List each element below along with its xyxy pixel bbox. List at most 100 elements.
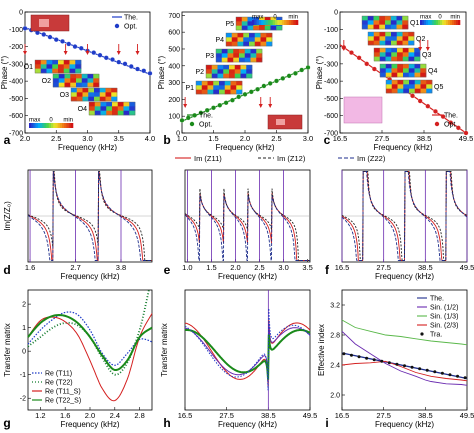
x-tick-label: 16.5: [178, 411, 193, 420]
inset-cell: [52, 68, 59, 74]
inset-cell: [368, 40, 375, 46]
colorbar-step: [62, 123, 65, 128]
inset-cell: [260, 33, 267, 38]
x-tick-label: 16.5: [335, 263, 350, 272]
colorbar-step: [31, 123, 34, 128]
mode-label: Q4: [428, 68, 437, 75]
inset-cell: [386, 80, 393, 85]
optimized-point: [147, 70, 153, 76]
inset-cell: [76, 78, 83, 83]
y-axis-label: Phase (°): [157, 55, 166, 89]
colorbar-step: [279, 20, 283, 25]
inset-cell: [112, 110, 119, 116]
colorbar-step: [288, 20, 292, 25]
inset-cell: [87, 74, 94, 79]
inset-border: [70, 87, 118, 102]
optimized-point: [72, 44, 78, 50]
inset-cell: [256, 57, 263, 63]
inset-cell: [226, 37, 233, 42]
inset-cell: [391, 84, 398, 89]
resonance-arrowhead: [23, 51, 27, 55]
resonance-arrowhead: [341, 47, 346, 51]
inset-cell: [253, 25, 260, 31]
optimized-point: [261, 83, 267, 89]
y-tick-label: 2: [22, 302, 26, 309]
inset-cell: [94, 102, 101, 107]
inset-cell: [111, 96, 118, 102]
colorbar-step: [68, 123, 72, 128]
optimized-point: [110, 57, 115, 62]
inset-cell: [229, 73, 236, 79]
inset-cell: [250, 49, 257, 54]
inset-cell: [123, 102, 130, 107]
inset-cell: [213, 85, 220, 90]
inset-cell: [236, 89, 243, 95]
colorbar-step: [275, 20, 278, 25]
y-axis-label: Phase (°): [0, 55, 9, 89]
y-tick-label: 0: [176, 131, 180, 138]
colorbar-step: [448, 20, 451, 25]
inset-cell: [93, 74, 100, 79]
legend-entry: The.: [430, 296, 444, 303]
legend-point-swatch: [114, 23, 120, 29]
inset-border: [205, 64, 253, 79]
colorbar-step: [424, 20, 427, 25]
inset-cell: [390, 24, 397, 30]
colorbar-step: [42, 123, 45, 128]
inset-cell: [379, 24, 386, 30]
transfer-index-point: [456, 374, 460, 378]
y-tick-label: 0: [22, 349, 26, 356]
colorbar-step: [57, 123, 61, 128]
mode-label: P3: [205, 53, 214, 60]
optimized-point: [236, 94, 242, 100]
pressure-field-inset: [225, 32, 273, 47]
x-axis-label: Frequency (kHz): [373, 143, 432, 152]
inset-cell: [414, 48, 421, 53]
inset-cell: [64, 78, 71, 83]
inset-cell: [402, 36, 409, 41]
x-tick-label: 3.0: [278, 263, 288, 272]
inset-cell: [367, 16, 374, 21]
inset-cell: [241, 25, 248, 31]
x-tick-label: 2.5: [271, 134, 281, 143]
x-tick-label: 1.0: [177, 134, 187, 143]
inset-cell: [213, 89, 220, 95]
x-tick-label: 16.5: [333, 134, 348, 143]
inset-cell: [253, 17, 260, 22]
optimized-point: [455, 125, 461, 131]
pressure-field-inset: [195, 80, 243, 95]
x-axis-label: Frequency (kHz): [58, 143, 117, 152]
transfer-index-point: [387, 361, 391, 365]
colorbar-step: [452, 20, 455, 25]
pressure-field-inset: [205, 64, 253, 79]
x-tick-label: 1.2: [35, 411, 45, 420]
inset-border: [385, 79, 433, 94]
inset-cell: [414, 88, 421, 94]
inset-cell: [385, 56, 392, 62]
inset-cell: [201, 89, 208, 95]
y-axis-label: Im(Z/Z₀): [3, 201, 12, 231]
inset-cell: [362, 16, 369, 21]
inset-cell: [207, 85, 214, 90]
inset-cell: [58, 82, 65, 88]
panel-letter: h: [163, 416, 170, 430]
inset-cell: [391, 56, 398, 62]
plot-frame: [339, 11, 467, 134]
inset-cell: [94, 88, 101, 93]
inset-cell: [40, 64, 47, 69]
legend-entry: Im (Z11): [194, 154, 222, 163]
inset-cell: [223, 69, 230, 74]
inset-cell: [373, 16, 380, 21]
inset-cell: [236, 85, 243, 90]
inset-cell: [123, 106, 130, 111]
inset-cell: [264, 17, 271, 22]
x-tick-label: 2.0: [230, 263, 240, 272]
optimized-point: [97, 52, 103, 58]
inset-cell: [391, 36, 398, 41]
inset-cell: [247, 21, 254, 26]
inset-cell: [213, 81, 220, 86]
inset-cell: [385, 48, 392, 53]
y-tick-label: 100: [168, 114, 180, 121]
inset-cell: [87, 82, 94, 88]
colorbar-step: [258, 20, 262, 25]
